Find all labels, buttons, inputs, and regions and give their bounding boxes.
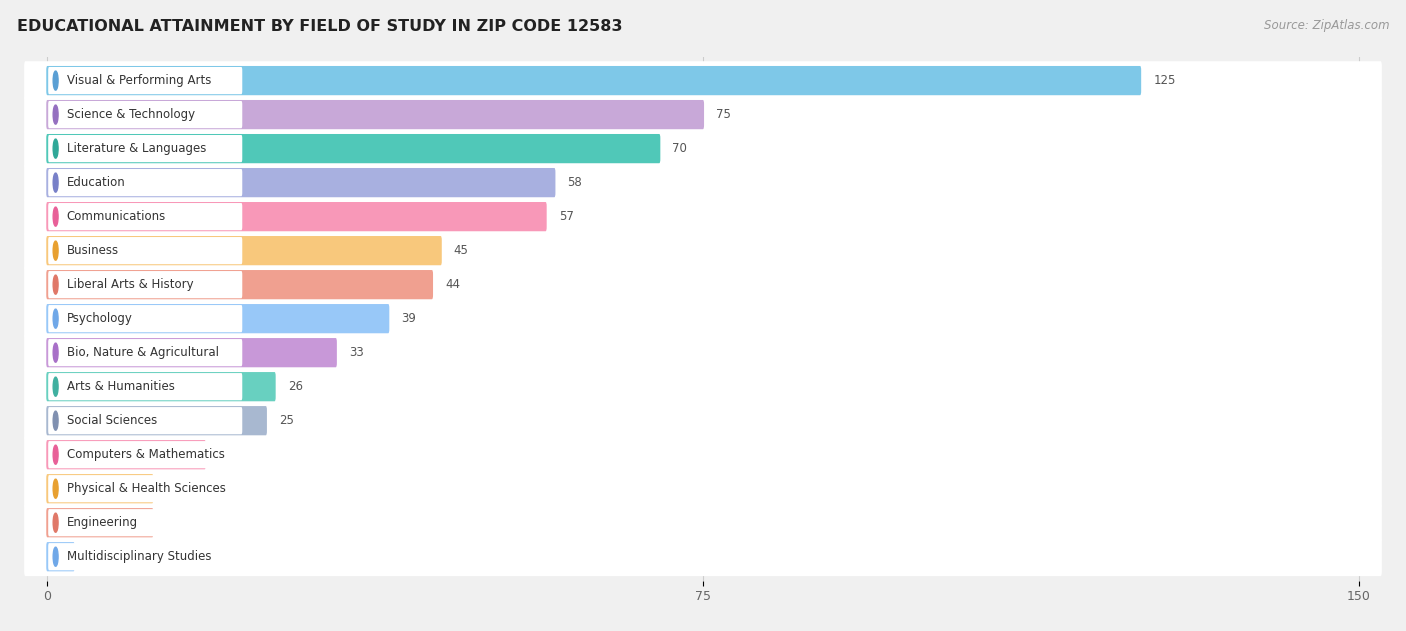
Circle shape	[53, 309, 58, 328]
Text: Psychology: Psychology	[66, 312, 132, 325]
Text: Social Sciences: Social Sciences	[66, 414, 157, 427]
Text: Education: Education	[66, 176, 125, 189]
FancyBboxPatch shape	[48, 135, 242, 162]
Text: Arts & Humanities: Arts & Humanities	[66, 380, 174, 393]
Text: 58: 58	[568, 176, 582, 189]
FancyBboxPatch shape	[48, 169, 242, 196]
FancyBboxPatch shape	[24, 333, 1382, 372]
FancyBboxPatch shape	[24, 163, 1382, 202]
Text: Physical & Health Sciences: Physical & Health Sciences	[66, 482, 225, 495]
Text: 12: 12	[166, 516, 180, 529]
FancyBboxPatch shape	[46, 440, 205, 469]
Text: Source: ZipAtlas.com: Source: ZipAtlas.com	[1264, 19, 1389, 32]
FancyBboxPatch shape	[46, 542, 75, 571]
Text: 39: 39	[401, 312, 416, 325]
Text: Literature & Languages: Literature & Languages	[66, 142, 205, 155]
FancyBboxPatch shape	[46, 338, 337, 367]
Circle shape	[53, 207, 58, 226]
FancyBboxPatch shape	[46, 508, 153, 538]
FancyBboxPatch shape	[48, 441, 242, 468]
FancyBboxPatch shape	[46, 202, 547, 231]
Text: 0: 0	[77, 550, 86, 563]
Circle shape	[53, 513, 58, 532]
FancyBboxPatch shape	[48, 237, 242, 264]
Circle shape	[53, 275, 58, 294]
Circle shape	[53, 173, 58, 192]
Circle shape	[53, 377, 58, 396]
Text: Liberal Arts & History: Liberal Arts & History	[66, 278, 193, 291]
FancyBboxPatch shape	[46, 474, 153, 504]
Text: 75: 75	[716, 108, 731, 121]
FancyBboxPatch shape	[24, 401, 1382, 440]
FancyBboxPatch shape	[46, 270, 433, 299]
Text: Bio, Nature & Agricultural: Bio, Nature & Agricultural	[66, 346, 218, 359]
FancyBboxPatch shape	[24, 198, 1382, 236]
Circle shape	[53, 105, 58, 124]
FancyBboxPatch shape	[24, 265, 1382, 304]
Circle shape	[53, 71, 58, 90]
FancyBboxPatch shape	[46, 406, 267, 435]
FancyBboxPatch shape	[48, 543, 242, 570]
FancyBboxPatch shape	[48, 101, 242, 128]
Text: 25: 25	[278, 414, 294, 427]
Text: 70: 70	[672, 142, 688, 155]
Circle shape	[53, 479, 58, 498]
FancyBboxPatch shape	[24, 231, 1382, 270]
FancyBboxPatch shape	[46, 304, 389, 333]
FancyBboxPatch shape	[24, 469, 1382, 508]
FancyBboxPatch shape	[48, 203, 242, 230]
FancyBboxPatch shape	[46, 372, 276, 401]
FancyBboxPatch shape	[48, 407, 242, 434]
Circle shape	[53, 241, 58, 260]
FancyBboxPatch shape	[24, 367, 1382, 406]
FancyBboxPatch shape	[24, 129, 1382, 168]
FancyBboxPatch shape	[24, 435, 1382, 474]
FancyBboxPatch shape	[24, 538, 1382, 576]
Text: 45: 45	[454, 244, 468, 257]
FancyBboxPatch shape	[24, 299, 1382, 338]
FancyBboxPatch shape	[24, 504, 1382, 542]
Text: Multidisciplinary Studies: Multidisciplinary Studies	[66, 550, 211, 563]
Text: 12: 12	[166, 482, 180, 495]
FancyBboxPatch shape	[48, 509, 242, 536]
FancyBboxPatch shape	[48, 339, 242, 366]
FancyBboxPatch shape	[48, 305, 242, 333]
Text: 33: 33	[349, 346, 364, 359]
Text: Visual & Performing Arts: Visual & Performing Arts	[66, 74, 211, 87]
FancyBboxPatch shape	[46, 236, 441, 265]
Circle shape	[53, 547, 58, 566]
Circle shape	[53, 445, 58, 464]
FancyBboxPatch shape	[46, 66, 1142, 95]
Text: 26: 26	[288, 380, 302, 393]
Text: Business: Business	[66, 244, 118, 257]
FancyBboxPatch shape	[48, 67, 242, 94]
FancyBboxPatch shape	[24, 61, 1382, 100]
Circle shape	[53, 139, 58, 158]
Text: Computers & Mathematics: Computers & Mathematics	[66, 448, 225, 461]
Text: Engineering: Engineering	[66, 516, 138, 529]
Text: 44: 44	[446, 278, 460, 291]
Circle shape	[53, 343, 58, 362]
Text: 57: 57	[558, 210, 574, 223]
FancyBboxPatch shape	[48, 271, 242, 298]
FancyBboxPatch shape	[46, 134, 661, 163]
FancyBboxPatch shape	[46, 100, 704, 129]
Circle shape	[53, 411, 58, 430]
Text: Science & Technology: Science & Technology	[66, 108, 194, 121]
Text: 18: 18	[218, 448, 232, 461]
Text: EDUCATIONAL ATTAINMENT BY FIELD OF STUDY IN ZIP CODE 12583: EDUCATIONAL ATTAINMENT BY FIELD OF STUDY…	[17, 19, 623, 34]
Text: Communications: Communications	[66, 210, 166, 223]
FancyBboxPatch shape	[46, 168, 555, 198]
FancyBboxPatch shape	[48, 373, 242, 400]
FancyBboxPatch shape	[48, 475, 242, 502]
Text: 125: 125	[1153, 74, 1175, 87]
FancyBboxPatch shape	[24, 95, 1382, 134]
